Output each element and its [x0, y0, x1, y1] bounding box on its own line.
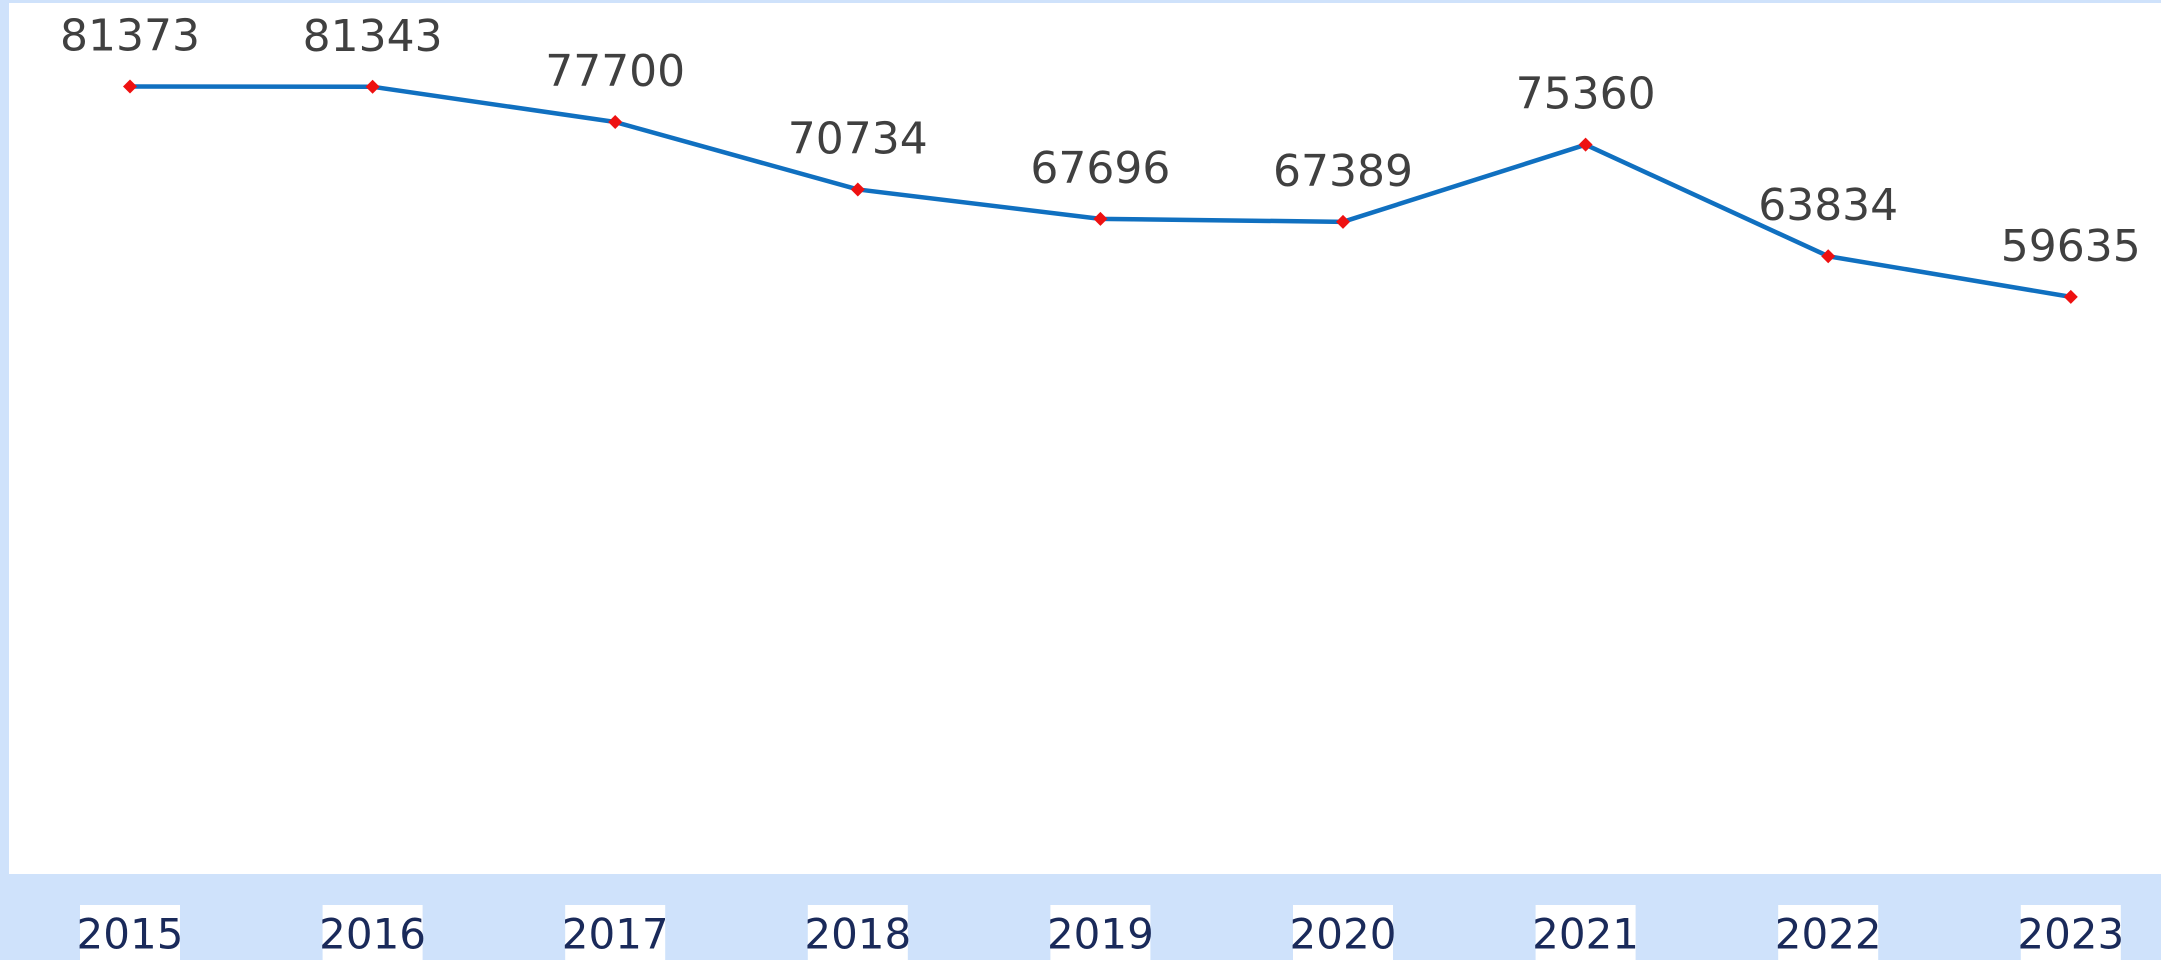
x-tick-label-box	[1535, 905, 1636, 960]
marker	[608, 115, 623, 130]
x-tick-label: 2023	[2017, 910, 2124, 959]
x-tick-label-box	[1050, 905, 1151, 960]
x-tick-label: 2021	[1532, 910, 1639, 959]
marker	[1093, 211, 1108, 226]
x-tick-label: 2018	[804, 910, 911, 959]
x-tick-label-box	[1778, 905, 1879, 960]
data-label: 59635	[2001, 221, 2141, 272]
data-label: 67389	[1273, 146, 1413, 197]
x-tick-label: 2015	[77, 910, 184, 959]
data-label: 67696	[1030, 143, 1170, 194]
x-tick-label-box	[80, 905, 180, 960]
marker	[365, 79, 380, 94]
data-label: 63834	[1758, 180, 1898, 231]
x-tick-label-box	[807, 905, 908, 960]
data-label: 70734	[788, 113, 928, 164]
data-label: 81373	[60, 10, 200, 61]
data-label: 75360	[1516, 69, 1656, 120]
marker	[850, 182, 865, 197]
x-tick-label-box	[322, 905, 423, 960]
x-tick-label: 2016	[319, 910, 426, 959]
marker	[1336, 214, 1350, 229]
marker	[2063, 289, 2078, 304]
data-label: 81343	[303, 11, 443, 62]
x-tick-label-box	[565, 905, 666, 960]
data-label: 77700	[545, 46, 685, 97]
marker	[123, 79, 137, 94]
x-tick-label: 2017	[562, 910, 669, 959]
marker	[1578, 137, 1593, 152]
x-tick-label: 2022	[1775, 910, 1882, 959]
marker	[1821, 249, 1836, 264]
x-tick-label: 2020	[1290, 910, 1397, 959]
plot-area	[9, 3, 2161, 874]
x-tick-label-box	[2020, 905, 2121, 960]
x-tick-label-box	[1293, 905, 1393, 960]
x-tick-label: 2019	[1047, 910, 1154, 959]
